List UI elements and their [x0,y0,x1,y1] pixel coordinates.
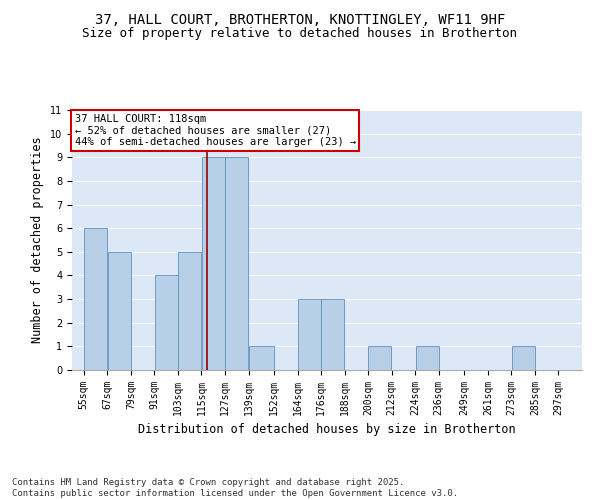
Y-axis label: Number of detached properties: Number of detached properties [31,136,44,344]
Bar [178,252,201,370]
Text: Contains HM Land Registry data © Crown copyright and database right 2025.
Contai: Contains HM Land Registry data © Crown c… [12,478,458,498]
Bar [322,299,344,370]
Bar [202,158,225,370]
Text: 37 HALL COURT: 118sqm
← 52% of detached houses are smaller (27)
44% of semi-deta: 37 HALL COURT: 118sqm ← 52% of detached … [74,114,356,147]
Bar [107,252,131,370]
Bar [225,158,248,370]
Bar [155,276,178,370]
Bar [84,228,107,370]
Bar [512,346,535,370]
Bar [249,346,274,370]
X-axis label: Distribution of detached houses by size in Brotherton: Distribution of detached houses by size … [138,424,516,436]
Text: 37, HALL COURT, BROTHERTON, KNOTTINGLEY, WF11 9HF: 37, HALL COURT, BROTHERTON, KNOTTINGLEY,… [95,12,505,26]
Text: Size of property relative to detached houses in Brotherton: Size of property relative to detached ho… [83,28,517,40]
Bar [298,299,321,370]
Bar [416,346,439,370]
Bar [368,346,391,370]
